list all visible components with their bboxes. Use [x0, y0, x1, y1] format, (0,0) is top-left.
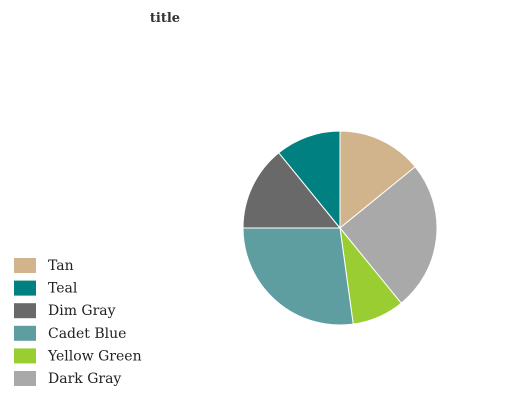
- pie-slices: [242, 130, 438, 326]
- legend-label: Dark Gray: [48, 371, 121, 387]
- pie-slice-tan: [339, 130, 416, 230]
- legend-label: Yellow Green: [47, 348, 142, 364]
- legend-item-teal: Teal: [14, 280, 78, 297]
- legend-swatch: [14, 303, 36, 319]
- legend-swatch: [14, 348, 36, 364]
- legend-swatch: [14, 258, 36, 273]
- pie-slice-dark-gray: [339, 166, 438, 304]
- legend-label: Dim Gray: [48, 303, 116, 319]
- legend-item-cadet-blue: Cadet Blue: [14, 325, 126, 342]
- legend-swatch: [14, 280, 36, 296]
- pie-slice-teal: [278, 130, 341, 230]
- legend-item-yellow-green: Yellow Green: [14, 348, 142, 364]
- legend-swatch: [14, 325, 36, 341]
- legend-item-tan: Tan: [14, 258, 74, 274]
- legend: Tan Teal Dim Gray Cadet Blue Yellow Green Dar…: [14, 258, 142, 387]
- legend-swatch: [14, 371, 36, 386]
- chart-title: title: [150, 11, 180, 26]
- pie-slice-dim-gray: [242, 152, 342, 229]
- pie-slice-cadet-blue: [242, 227, 354, 326]
- legend-item-dim-gray: Dim Gray: [14, 303, 116, 319]
- legend-label: Cadet Blue: [48, 326, 126, 342]
- legend-item-dark-gray: Dark Gray: [14, 371, 121, 387]
- legend-label: Tan: [48, 258, 74, 274]
- legend-label: Teal: [48, 281, 78, 297]
